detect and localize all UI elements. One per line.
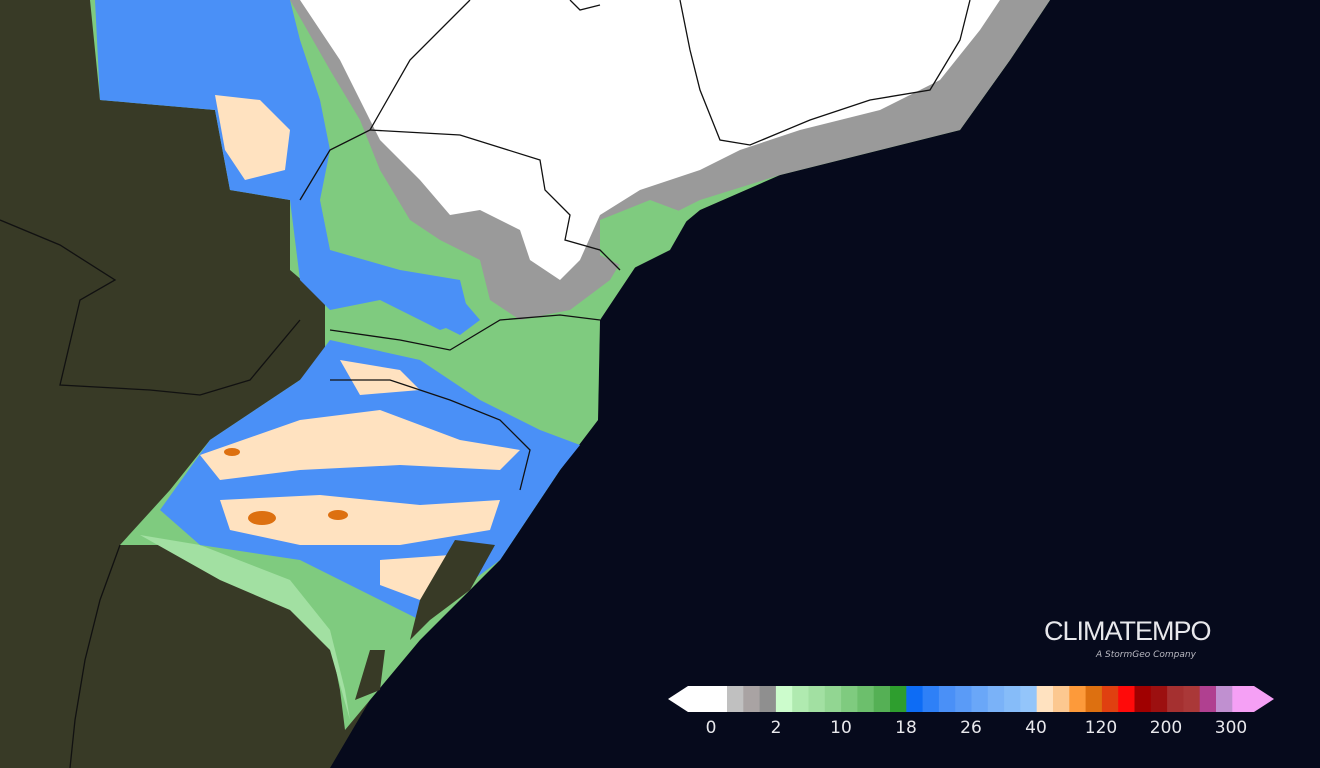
colorbar-segment (743, 686, 761, 712)
colorbar-segment (873, 686, 891, 712)
colorbar-segment (792, 686, 809, 712)
border-line (330, 379, 531, 491)
precip-peach-1 (215, 95, 290, 180)
border-line (369, 129, 621, 271)
colorbar-tick-label: 40 (1025, 718, 1047, 738)
colorbar-segment (1199, 686, 1217, 712)
colorbar-segment (857, 686, 875, 712)
colorbar-segment (890, 686, 907, 712)
colorbar-segment (808, 686, 826, 712)
colorbar-segment (668, 686, 727, 712)
precip-light-green-south (140, 535, 350, 720)
colorbar-segment (987, 686, 1005, 712)
colorbar-segment (955, 686, 972, 712)
precip-green-coast-patch (600, 200, 690, 270)
lagoon (355, 650, 385, 700)
border-line (69, 544, 121, 768)
border-line (0, 219, 301, 396)
colorbar-tick-label: 2 (770, 718, 782, 738)
colorbar-segment (1183, 686, 1201, 712)
colorbar-segment (938, 686, 956, 712)
colorbar-segment (1167, 686, 1184, 712)
colorbar-segment (824, 686, 842, 712)
precip-white-zone (300, 0, 1000, 280)
climatempo-logo: CLIMATEMPO A StormGeo Company (1044, 616, 1212, 660)
colorbar-tick-label: 120 (1084, 718, 1118, 738)
colorbar-segment (922, 686, 940, 712)
colorbar-tick-label: 300 (1214, 718, 1248, 738)
lagoon (410, 540, 495, 640)
colorbar-tick-label: 26 (960, 718, 982, 738)
colorbar-segment (1069, 686, 1087, 712)
borders (0, 0, 971, 768)
colorbar-segment (727, 686, 744, 712)
colorbar-segment (1004, 686, 1021, 712)
precip-peach-4 (220, 495, 500, 545)
colorbar-segment (1134, 686, 1152, 712)
border-line (569, 0, 601, 11)
colorbar-segment (1150, 686, 1168, 712)
colorbar-tick-label: 18 (895, 718, 917, 738)
precip-orange-spot (328, 510, 348, 520)
colorbar-segment (841, 686, 858, 712)
logo-name: CLIMATEMPO (1044, 616, 1212, 646)
colorbar-tick-label: 0 (705, 718, 717, 738)
colorbar-segment (1053, 686, 1070, 712)
colorbar-tick-label: 10 (830, 718, 852, 738)
colorbar-segment (906, 686, 924, 712)
colorbar-tick-label: 200 (1149, 718, 1183, 738)
precip-orange-spot (248, 511, 276, 525)
border-line (329, 314, 601, 351)
border-line (679, 0, 971, 146)
colorbar-segment (971, 686, 989, 712)
colorbar-segment (1232, 686, 1274, 712)
colorbar-segment (1020, 686, 1038, 712)
precip-peach-2 (340, 360, 420, 395)
precip-orange-spot (224, 448, 240, 456)
precip-blue-mid (390, 270, 480, 335)
precipitation-colorbar (668, 686, 1274, 712)
colorbar-segment (775, 686, 793, 712)
colorbar-segment (1036, 686, 1054, 712)
colorbar-segment (1101, 686, 1119, 712)
logo-tagline: A StormGeo Company (1096, 650, 1196, 660)
precip-peach-3 (200, 410, 520, 480)
colorbar-segment (1085, 686, 1103, 712)
colorbar-segment (1118, 686, 1135, 712)
colorbar-segment (759, 686, 777, 712)
colorbar-segment (1216, 686, 1233, 712)
